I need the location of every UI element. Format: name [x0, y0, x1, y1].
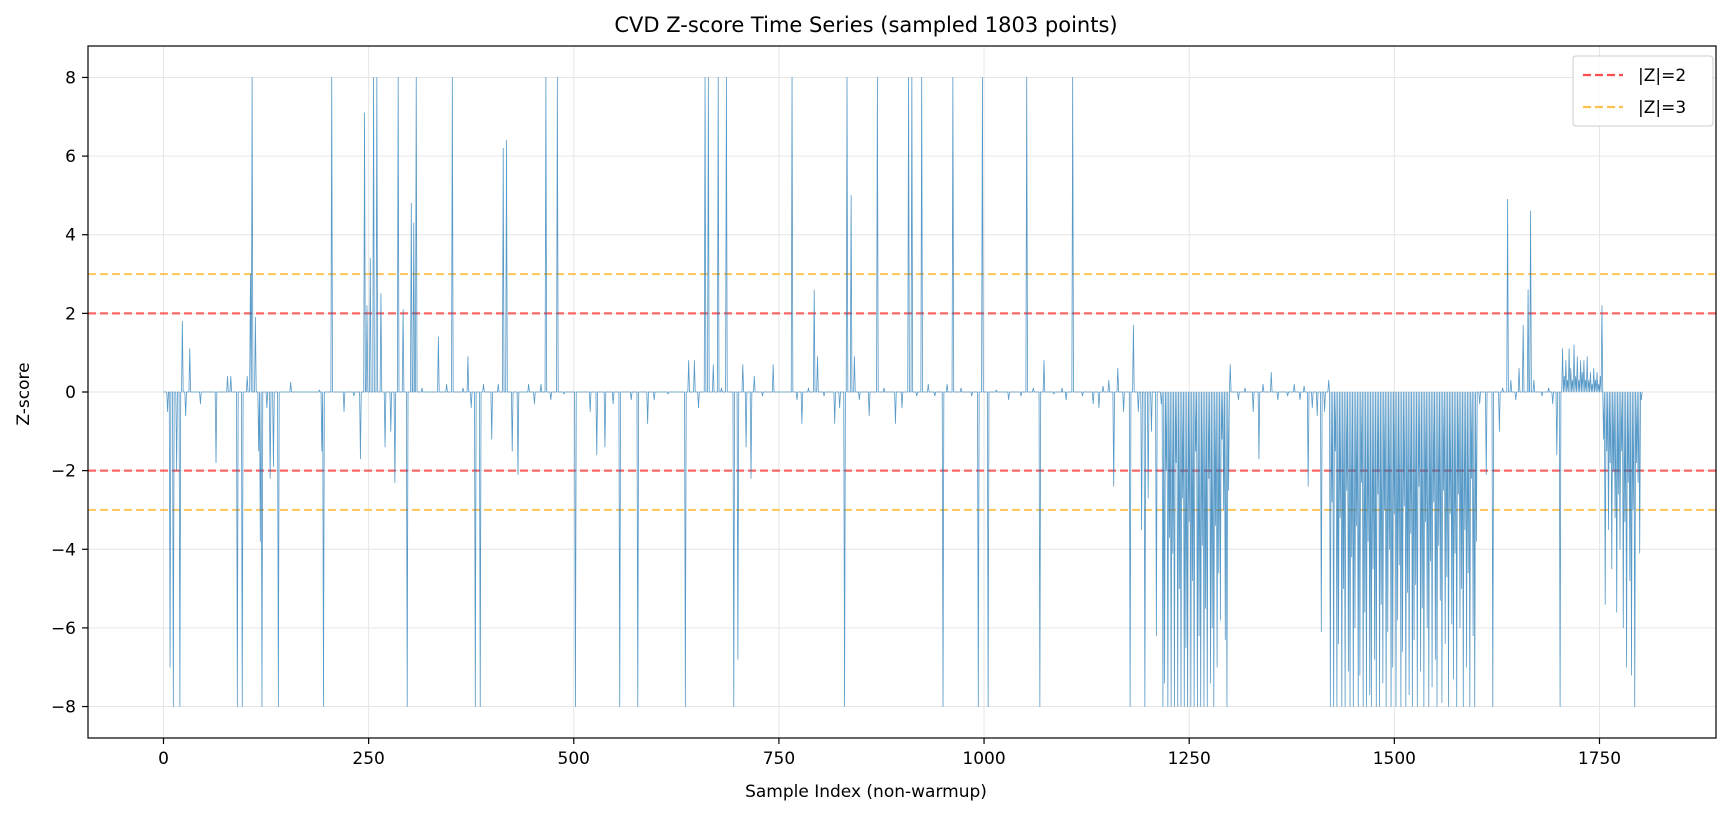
y-tick-label: −2 [51, 462, 76, 482]
legend-label-z2: |Z|=2 [1638, 66, 1686, 86]
x-tick-label: 250 [352, 749, 384, 769]
y-tick-label: 0 [65, 383, 76, 403]
y-tick-label: −4 [51, 540, 76, 560]
y-tick-label: −8 [51, 698, 76, 718]
y-axis-ticks: −8 −6 −4 −2 0 2 4 6 8 [51, 68, 88, 718]
x-tick-label: 0 [158, 749, 169, 769]
x-tick-label: 750 [763, 749, 795, 769]
y-tick-label: 8 [65, 68, 76, 88]
x-tick-label: 1750 [1578, 749, 1621, 769]
x-tick-label: 1000 [962, 749, 1005, 769]
x-tick-label: 1250 [1168, 749, 1211, 769]
x-tick-label: 500 [558, 749, 590, 769]
y-tick-label: 4 [65, 226, 76, 246]
y-tick-label: 2 [65, 304, 76, 324]
legend: |Z|=2 |Z|=3 [1572, 55, 1714, 127]
x-axis-label: Sample Index (non-warmup) [745, 782, 987, 802]
plot-area [163, 77, 1643, 707]
y-tick-label: 6 [65, 147, 76, 167]
legend-box [1572, 55, 1714, 127]
y-axis-label: Z-score [14, 362, 34, 425]
x-axis-ticks: 0 250 500 750 1000 1250 1500 1750 [158, 738, 1621, 769]
legend-label-z3: |Z|=3 [1638, 98, 1686, 118]
chart-title: CVD Z-score Time Series (sampled 1803 po… [614, 13, 1117, 37]
zscore-series-line [163, 77, 1643, 707]
x-tick-label: 1500 [1373, 749, 1416, 769]
y-tick-label: −6 [51, 619, 76, 639]
